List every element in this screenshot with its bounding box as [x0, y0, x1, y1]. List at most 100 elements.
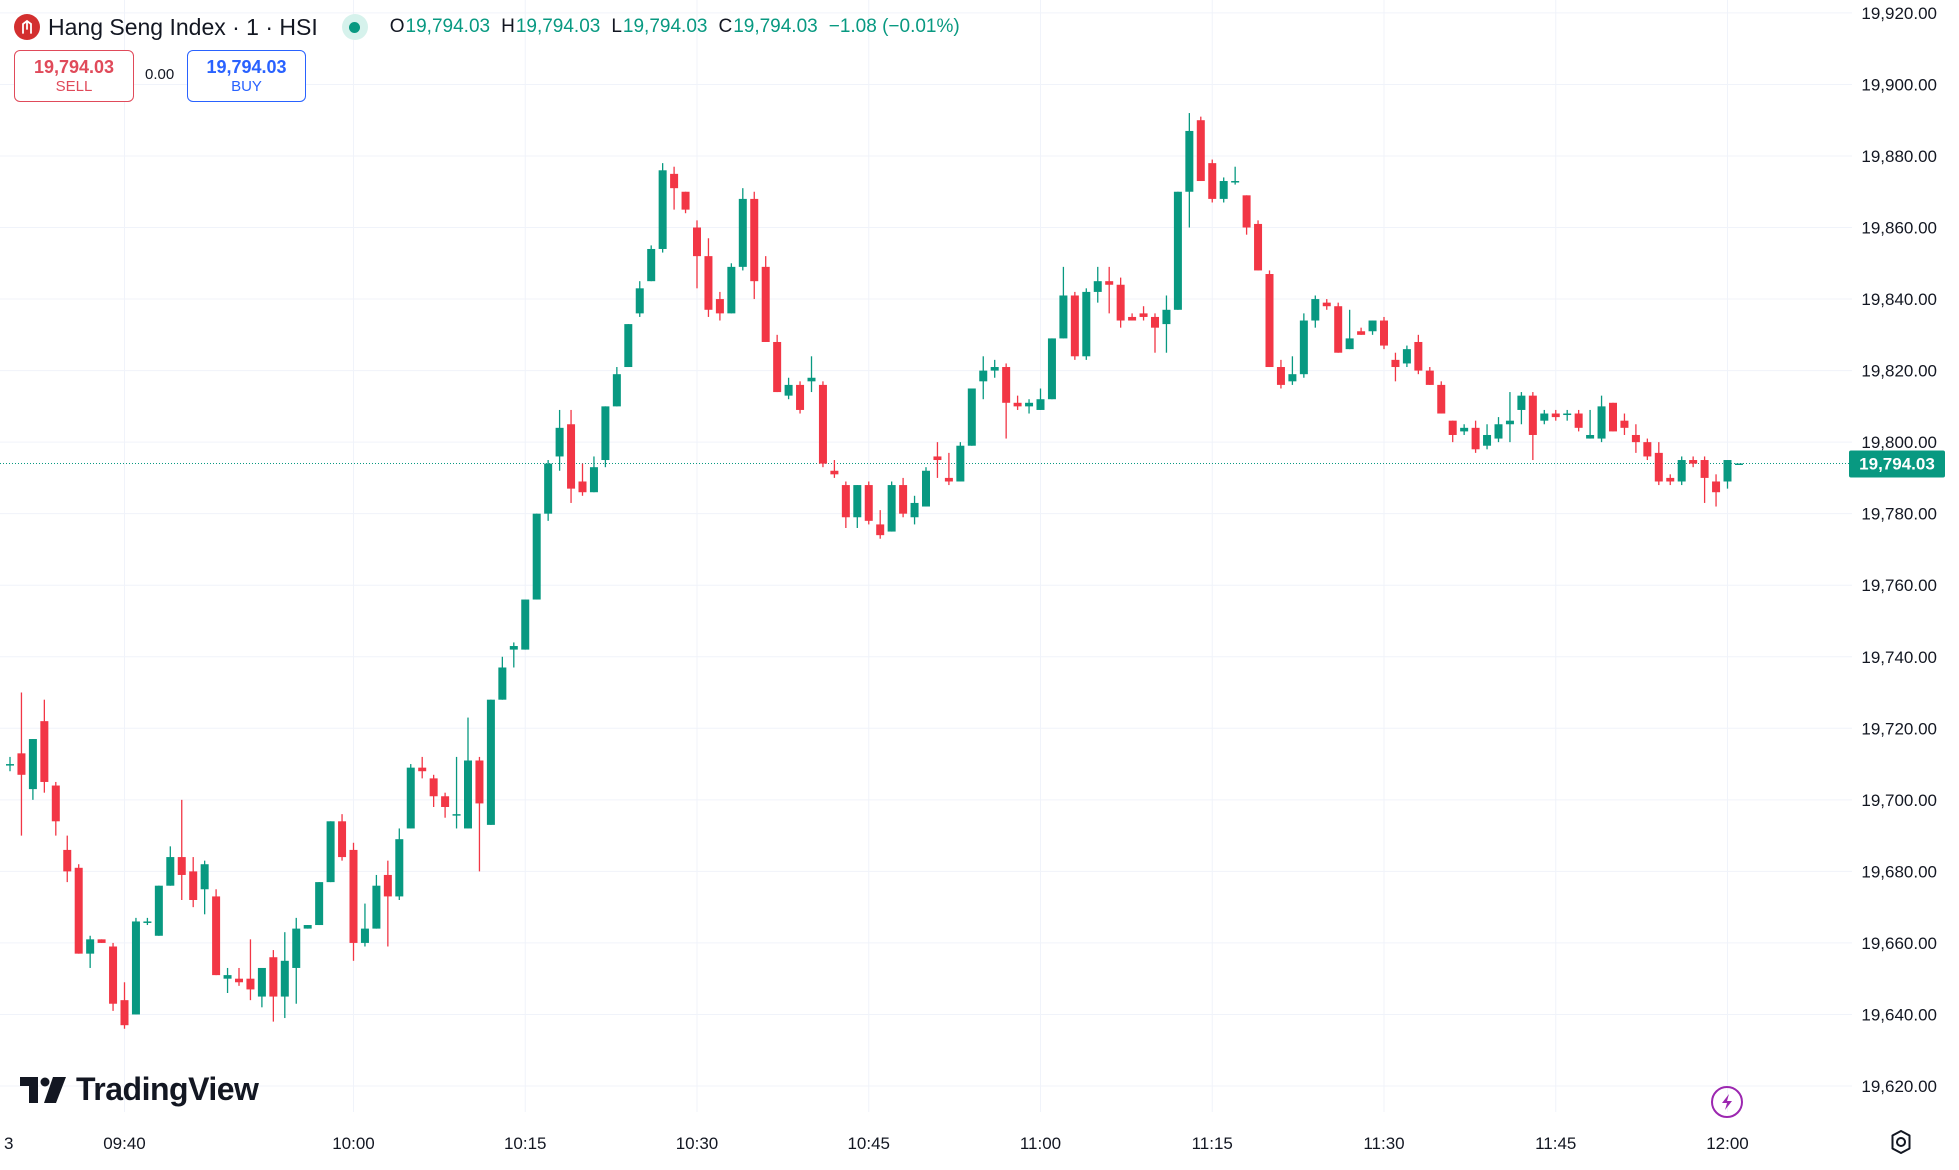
- candle-body: [635, 288, 644, 314]
- candle-body: [658, 170, 667, 249]
- y-tick-label: 19,920.00: [1861, 4, 1937, 23]
- candle-body: [1609, 402, 1617, 432]
- candle-body: [441, 796, 450, 807]
- candle-body: [693, 227, 701, 257]
- y-tick-label: 19,740.00: [1861, 648, 1937, 667]
- candle-body: [1013, 402, 1022, 407]
- candle-body: [1689, 460, 1698, 464]
- candle-body: [1631, 434, 1640, 443]
- candles: [6, 113, 1743, 1029]
- candle-body: [1620, 420, 1629, 428]
- close-value: 19,794.03: [733, 16, 818, 37]
- candle-body: [1116, 284, 1125, 321]
- candle-body: [601, 406, 610, 461]
- candle-body: [1002, 367, 1011, 403]
- candle-body: [360, 928, 369, 943]
- candle-body: [1528, 395, 1537, 435]
- candle-body: [910, 502, 919, 518]
- x-tick-label: 09:40: [103, 1134, 146, 1153]
- buy-button[interactable]: 19,794.03 BUY: [187, 50, 306, 102]
- candle-body: [1460, 427, 1469, 432]
- sell-button[interactable]: 19,794.03 SELL: [14, 50, 134, 102]
- candle-body: [1483, 434, 1492, 446]
- candle-body: [670, 173, 679, 189]
- candle-body: [750, 198, 759, 282]
- candle-body: [1448, 420, 1457, 435]
- high-value: 19,794.03: [515, 16, 601, 37]
- candle-body: [1128, 316, 1137, 321]
- candle-body: [1734, 463, 1743, 465]
- candle-body: [303, 925, 312, 929]
- candle-body: [1334, 306, 1343, 353]
- candle-body: [967, 388, 976, 446]
- candle-body: [773, 341, 782, 393]
- candle-body: [864, 485, 873, 521]
- candle-body: [1276, 367, 1285, 385]
- candle-body: [784, 384, 793, 396]
- candle-body: [292, 928, 301, 968]
- candle-body: [1299, 320, 1308, 375]
- market-open-icon[interactable]: [341, 14, 368, 40]
- hsi-logo-icon[interactable]: [14, 14, 40, 40]
- candle-body: [1265, 274, 1274, 368]
- x-tick-label: 11:00: [1020, 1134, 1061, 1153]
- x-tick-label: 11:30: [1363, 1134, 1404, 1153]
- candle-body: [1391, 359, 1400, 368]
- candle-body: [63, 849, 72, 872]
- y-tick-label: 19,800.00: [1861, 433, 1937, 452]
- candle-body: [1082, 291, 1091, 357]
- candle-body: [86, 939, 95, 954]
- candle-body: [269, 957, 278, 997]
- symbol-title[interactable]: Hang Seng Index · 1 · HSI: [48, 13, 318, 40]
- candle-body: [589, 467, 598, 493]
- candle-body: [1402, 349, 1411, 364]
- candle-body: [1105, 281, 1114, 285]
- candle-body: [1242, 195, 1251, 228]
- candle-body: [372, 885, 381, 929]
- lightning-icon[interactable]: [1711, 1086, 1743, 1118]
- candle-body: [738, 198, 747, 267]
- price-axis[interactable]: 19,620.00 19,640.00 19,660.00 19,680.00 19,7…: [1861, 4, 1937, 1096]
- buy-label: BUY: [231, 77, 262, 95]
- y-tick-label: 19,820.00: [1861, 362, 1937, 381]
- time-axis[interactable]: 3 09:40 10:00 10:15 10:30 10:45 11:00 11:15 11:3…: [4, 1134, 1749, 1153]
- sell-label: SELL: [55, 77, 93, 95]
- candle-body: [532, 513, 541, 600]
- candle-body: [956, 445, 965, 482]
- candle-body: [1597, 406, 1606, 439]
- candle-body: [1322, 302, 1331, 307]
- tradingview-logo[interactable]: TradingView: [20, 1071, 259, 1108]
- sell-price: 19,794.03: [33, 56, 115, 77]
- open-value: 19,794.03: [405, 16, 491, 37]
- y-tick-label: 19,840.00: [1861, 290, 1937, 309]
- x-tick-label: 10:45: [847, 1134, 890, 1153]
- candle-body: [567, 424, 576, 489]
- grid-lines: [0, 0, 1852, 1112]
- last-price-badge: 19,794.03: [1849, 450, 1945, 478]
- spread-value: 0.00: [145, 66, 175, 83]
- candle-body: [830, 470, 839, 475]
- y-tick-label: 19,720.00: [1861, 719, 1937, 738]
- candle-body: [383, 874, 392, 897]
- tradingview-logo-icon: [20, 1076, 66, 1103]
- candle-body: [933, 456, 942, 461]
- candle-body: [979, 370, 988, 382]
- settings-icon[interactable]: [1888, 1129, 1914, 1155]
- candle-body: [1139, 313, 1148, 317]
- candle-body: [1425, 370, 1434, 385]
- ohlc-legend: O 19,794.03 H 19,794.03 L 19,794.03 C 19…: [390, 16, 960, 38]
- candle-body: [1574, 413, 1583, 428]
- candle-body: [1036, 399, 1045, 410]
- candle-body: [887, 485, 896, 532]
- open-label: O: [389, 16, 405, 37]
- candle-body: [1643, 442, 1652, 457]
- candle-body: [464, 760, 472, 829]
- candle-body: [200, 864, 209, 890]
- candle-body: [1357, 331, 1366, 335]
- candle-body: [624, 324, 633, 368]
- candle-body: [612, 374, 621, 407]
- candle-body: [338, 821, 347, 858]
- candle-body: [395, 839, 404, 897]
- candle-body: [246, 978, 255, 990]
